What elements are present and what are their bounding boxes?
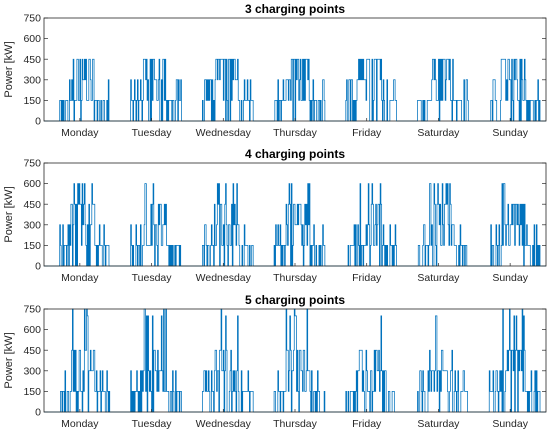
y-tick-label: 600: [23, 324, 41, 336]
x-tick-label-wednesday: Wednesday: [196, 272, 252, 284]
y-axis-label: Power [kW]: [3, 186, 15, 242]
x-tick-label-wednesday: Wednesday: [196, 418, 252, 430]
x-tick-label-thursday: Thursday: [273, 272, 318, 284]
x-tick-label-tuesday: Tuesday: [132, 418, 173, 430]
y-tick-label: 0: [35, 407, 41, 419]
axes-box: [43, 308, 547, 413]
y-tick-label: 750: [23, 158, 41, 170]
chart-title: 4 charging points: [245, 147, 345, 161]
y-tick-label: 600: [23, 33, 41, 45]
x-tick-label-monday: Monday: [61, 272, 99, 284]
y-tick-label: 600: [23, 178, 41, 190]
y-tick-label: 0: [35, 116, 41, 128]
y-axis-label: Power [kW]: [3, 41, 15, 97]
x-tick-label-monday: Monday: [61, 127, 99, 139]
y-tick-label: 750: [23, 304, 41, 316]
chart-panel-2: 4 charging points Power [kW] 0 150 300 450 600…: [3, 147, 547, 284]
x-tick-label-tuesday: Tuesday: [132, 272, 173, 284]
y-tick-label: 150: [23, 95, 41, 107]
charts-container: 3 charging points Power [kW] 0 150 300 450 600…: [3, 2, 547, 430]
y-tick-label: 150: [23, 386, 41, 398]
power-series-line: [44, 58, 546, 122]
x-tick-label-thursday: Thursday: [273, 127, 318, 139]
chart-panel-1: 3 charging points Power [kW] 0 150 300 450 600…: [3, 2, 547, 139]
y-tick-label: 300: [23, 365, 41, 377]
power-series-line: [44, 308, 546, 413]
chart-panel-3: 5 charging points Power [kW] 0 150 300 450 600…: [3, 293, 547, 430]
x-tick-label-friday: Friday: [352, 418, 382, 430]
x-tick-label-monday: Monday: [61, 418, 99, 430]
y-tick-label: 300: [23, 74, 41, 86]
x-tick-label-saturday: Saturday: [417, 418, 460, 430]
y-tick-label: 300: [23, 219, 41, 231]
chart-title: 3 charging points: [245, 2, 345, 16]
x-tick-label-thursday: Thursday: [273, 418, 318, 430]
y-tick-label: 450: [23, 54, 41, 66]
x-tick-label-saturday: Saturday: [417, 272, 460, 284]
x-tick-label-friday: Friday: [352, 127, 382, 139]
x-tick-label-saturday: Saturday: [417, 127, 460, 139]
x-tick-label-tuesday: Tuesday: [132, 127, 173, 139]
y-axis-label: Power [kW]: [3, 332, 15, 388]
y-tick-label: 750: [23, 13, 41, 25]
x-tick-label-friday: Friday: [352, 272, 382, 284]
y-tick-label: 150: [23, 240, 41, 252]
x-tick-label-sunday: Sunday: [492, 272, 528, 284]
power-series-line: [44, 183, 546, 267]
chart-title: 5 charging points: [245, 293, 345, 307]
y-tick-label: 450: [23, 199, 41, 211]
y-tick-label: 0: [35, 261, 41, 273]
x-tick-label-sunday: Sunday: [492, 418, 528, 430]
x-tick-label-sunday: Sunday: [492, 127, 528, 139]
y-tick-label: 450: [23, 345, 41, 357]
x-tick-label-wednesday: Wednesday: [196, 127, 252, 139]
